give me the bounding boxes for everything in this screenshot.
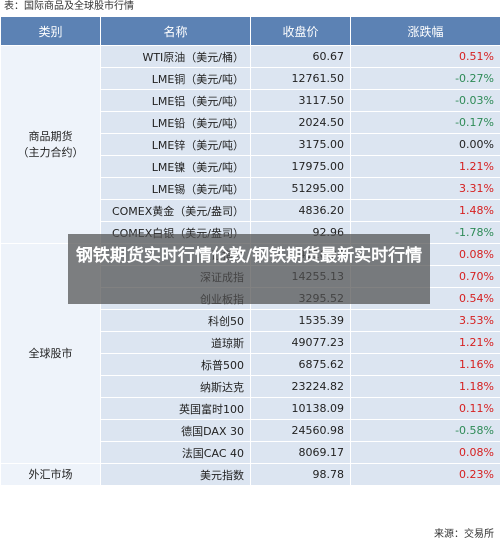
change-percent: -0.17%: [350, 111, 500, 134]
change-percent: 3.53%: [350, 309, 500, 332]
table-row: COMEX黄金（美元/盎司） 4836.20 1.48%: [1, 199, 500, 222]
header-change: 涨跌幅: [350, 16, 500, 46]
instrument-name: 道琼斯: [100, 331, 251, 354]
table-row: 纳斯达克 23224.82 1.18%: [1, 375, 500, 398]
instrument-name: 纳斯达克: [100, 375, 251, 398]
table-row: 外汇市场 美元指数 98.78 0.23%: [0, 463, 500, 486]
change-percent: 1.16%: [350, 353, 500, 376]
instrument-name: COMEX黄金（美元/盎司）: [100, 199, 251, 222]
close-price: 10138.09: [250, 397, 351, 420]
change-percent: 0.00%: [350, 133, 500, 156]
close-price: 8069.17: [250, 441, 351, 464]
close-price: 49077.23: [250, 331, 351, 354]
header-name: 名称: [100, 16, 251, 46]
instrument-name: LME铜（美元/吨）: [100, 67, 251, 90]
instrument-name: WTI原油（美元/桶）: [100, 45, 251, 68]
table-row: 法国CAC 40 8069.17 0.08%: [1, 441, 500, 464]
instrument-name: LME锡（美元/吨）: [100, 177, 251, 200]
change-percent: -0.58%: [350, 419, 500, 442]
table-row: 英国富时100 10138.09 0.11%: [1, 397, 500, 420]
table-row: LME铅（美元/吨） 2024.50 -0.17%: [1, 111, 500, 134]
change-percent: 1.21%: [350, 155, 500, 178]
change-percent: 1.48%: [350, 199, 500, 222]
change-percent: 0.11%: [350, 397, 500, 420]
instrument-name: 法国CAC 40: [100, 441, 251, 464]
change-percent: 1.21%: [350, 331, 500, 354]
close-price: 3117.50: [250, 89, 351, 112]
close-price: 2024.50: [250, 111, 351, 134]
table-row: LME镍（美元/吨） 17975.00 1.21%: [1, 155, 500, 178]
close-price: 4836.20: [250, 199, 351, 222]
header-close: 收盘价: [250, 16, 351, 46]
close-price: 24560.98: [250, 419, 351, 442]
change-percent: -0.27%: [350, 67, 500, 90]
instrument-name: 英国富时100: [100, 397, 251, 420]
close-price: 12761.50: [250, 67, 351, 90]
table-row: LME锡（美元/吨） 51295.00 3.31%: [1, 177, 500, 200]
instrument-name: 德国DAX 30: [100, 419, 251, 442]
close-price: 98.78: [250, 463, 351, 486]
close-price: 1535.39: [250, 309, 351, 332]
change-percent: 0.08%: [350, 441, 500, 464]
change-percent: 1.18%: [350, 375, 500, 398]
change-percent: 3.31%: [350, 177, 500, 200]
close-price: 17975.00: [250, 155, 351, 178]
instrument-name: LME铝（美元/吨）: [100, 89, 251, 112]
close-price: 23224.82: [250, 375, 351, 398]
table-row: LME铝（美元/吨） 3117.50 -0.03%: [1, 89, 500, 112]
source-note: 来源：交易所: [434, 529, 494, 540]
table-row: 商品期货 （主力合约） WTI原油（美元/桶） 60.67 0.51%: [0, 45, 500, 244]
table-row: 德国DAX 30 24560.98 -0.58%: [1, 419, 500, 442]
instrument-name: 科创50: [100, 309, 251, 332]
instrument-name: LME铅（美元/吨）: [100, 111, 251, 134]
change-percent: 0.23%: [350, 463, 500, 486]
instrument-name: LME锌（美元/吨）: [100, 133, 251, 156]
close-price: 3175.00: [250, 133, 351, 156]
instrument-name: 美元指数: [100, 463, 251, 486]
table-row: 道琼斯 49077.23 1.21%: [1, 331, 500, 354]
header-row: 类别 名称 收盘价 涨跌幅: [0, 16, 500, 46]
close-price: 51295.00: [250, 177, 351, 200]
instrument-name: LME镍（美元/吨）: [100, 155, 251, 178]
category-cell: 外汇市场: [0, 463, 101, 486]
table-caption: 表：国际商品及全球股市行情: [4, 1, 134, 12]
instrument-name: 标普500: [100, 353, 251, 376]
header-category: 类别: [0, 16, 101, 46]
title-overlay: 钢铁期货实时行情伦敦/钢铁期货最新实时行情: [68, 234, 430, 304]
change-percent: 0.51%: [350, 45, 500, 68]
table-row: 科创50 1535.39 3.53%: [1, 309, 500, 332]
close-price: 6875.62: [250, 353, 351, 376]
category-cell: 商品期货 （主力合约）: [0, 45, 101, 244]
close-price: 60.67: [250, 45, 351, 68]
change-percent: -0.03%: [350, 89, 500, 112]
